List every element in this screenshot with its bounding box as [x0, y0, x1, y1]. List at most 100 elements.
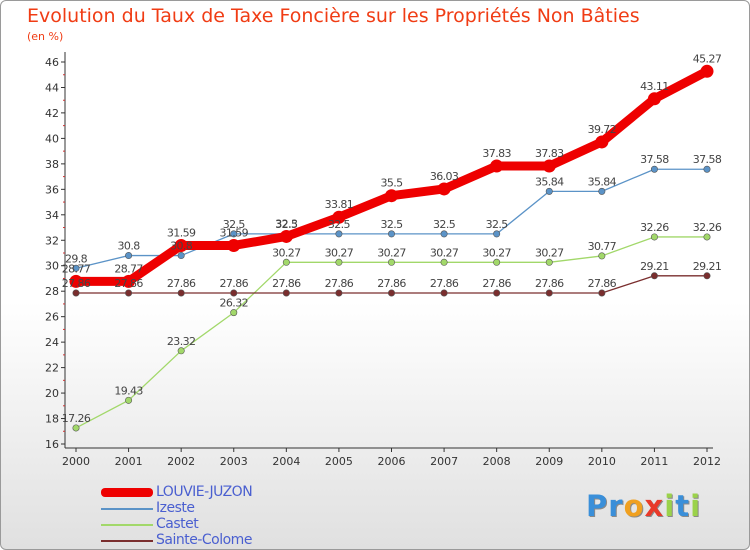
data-label: 27.86 [114, 277, 143, 290]
data-point [493, 258, 501, 266]
data-label: 30.27 [272, 246, 301, 259]
data-label: 29.21 [693, 260, 722, 273]
logo-letter: i [690, 489, 702, 523]
y-tick-label: 46 [45, 56, 59, 69]
data-label: 32.3 [275, 217, 298, 230]
y-tick-label: 38 [45, 158, 59, 171]
data-point [703, 272, 711, 280]
y-tick-label: 30 [45, 260, 59, 273]
data-point [440, 258, 448, 266]
legend-swatch [101, 488, 153, 497]
data-label: 35.5 [380, 177, 403, 190]
data-label: 28.77 [114, 262, 143, 275]
data-label: 27.86 [588, 277, 617, 290]
data-label: 45.27 [693, 52, 722, 65]
data-point [72, 289, 80, 297]
data-label: 30.27 [535, 246, 564, 259]
data-label: 32.26 [640, 221, 669, 234]
data-point [650, 272, 658, 280]
x-tick-label: 2011 [640, 455, 668, 468]
x-tick-label: 2009 [535, 455, 563, 468]
data-point [387, 289, 395, 297]
data-point [700, 64, 714, 78]
data-label: 28.77 [62, 262, 91, 275]
y-tick-label: 28 [45, 285, 59, 298]
series-castet [72, 233, 711, 432]
logo-letter: P [586, 489, 609, 523]
y-tick-label: 16 [45, 438, 59, 451]
data-point [542, 159, 556, 173]
y-tick-label: 34 [45, 209, 59, 222]
x-tick-label: 2004 [272, 455, 300, 468]
data-label: 31.59 [167, 226, 196, 239]
data-point [440, 289, 448, 297]
data-label: 37.58 [693, 153, 722, 166]
legend-label: Sainte-Colome [156, 532, 252, 548]
data-point [650, 165, 658, 173]
data-label: 27.86 [220, 277, 249, 290]
data-point [177, 347, 185, 355]
data-label: 32.5 [328, 218, 351, 231]
x-tick-label: 2003 [220, 455, 248, 468]
data-point [545, 187, 553, 195]
data-point [122, 274, 136, 288]
data-label: 32.5 [433, 218, 456, 231]
y-tick-label: 32 [45, 234, 59, 247]
data-point [279, 229, 293, 243]
series-louvie-juzon [69, 64, 714, 288]
y-tick-label: 36 [45, 183, 59, 196]
y-tick-label: 44 [45, 81, 59, 94]
data-label: 30.8 [118, 240, 141, 253]
data-point [72, 424, 80, 432]
data-label: 30.27 [377, 246, 406, 259]
data-label: 31.59 [220, 226, 249, 239]
data-point [125, 396, 133, 404]
data-label: 17.26 [62, 412, 91, 425]
data-label: 27.86 [272, 277, 301, 290]
data-point [230, 309, 238, 317]
data-point [335, 230, 343, 238]
data-point [125, 289, 133, 297]
data-label: 23.32 [167, 335, 196, 348]
y-tick-label: 26 [45, 311, 59, 324]
data-label: 27.86 [430, 277, 459, 290]
data-label: 27.86 [377, 277, 406, 290]
series-izeste [72, 165, 711, 272]
chart-title: Evolution du Taux de Taxe Foncière sur l… [27, 5, 640, 27]
data-point [230, 230, 238, 238]
y-tick-label: 42 [45, 107, 59, 120]
y-tick-label: 24 [45, 336, 59, 349]
data-label: 35.84 [535, 175, 564, 188]
data-label: 32.5 [486, 218, 509, 231]
data-point [385, 189, 398, 203]
y-tick-label: 20 [45, 387, 59, 400]
data-label: 26.32 [220, 297, 249, 310]
data-label: 32.26 [693, 221, 722, 234]
data-label: 32.5 [380, 218, 403, 231]
data-point [387, 230, 395, 238]
x-tick-label: 2006 [378, 455, 406, 468]
x-tick-label: 2001 [115, 455, 143, 468]
data-label: 30.77 [588, 240, 617, 253]
x-tick-label: 2007 [430, 455, 458, 468]
x-tick-label: 2010 [588, 455, 616, 468]
x-tick-label: 2002 [167, 455, 195, 468]
legend-label: Castet [156, 516, 199, 532]
chart-axes: 16 18 20 22 24 26 28 30 32 34 36 38 40 42 44 46 2000 2001… [45, 52, 721, 468]
data-point [230, 289, 238, 297]
data-point [598, 289, 606, 297]
data-point [493, 289, 501, 297]
data-point [598, 252, 606, 260]
data-point [69, 274, 83, 288]
legend-label: Izeste [156, 500, 195, 516]
y-tick-label: 40 [45, 132, 59, 145]
legend-label: LOUVIE-JUZON [156, 484, 253, 500]
data-point [177, 289, 185, 297]
data-label: 27.86 [482, 277, 511, 290]
series-lines [69, 64, 714, 432]
data-point [703, 233, 711, 241]
chart-unit-label: (en %) [27, 30, 64, 43]
data-label: 30.27 [430, 246, 459, 259]
